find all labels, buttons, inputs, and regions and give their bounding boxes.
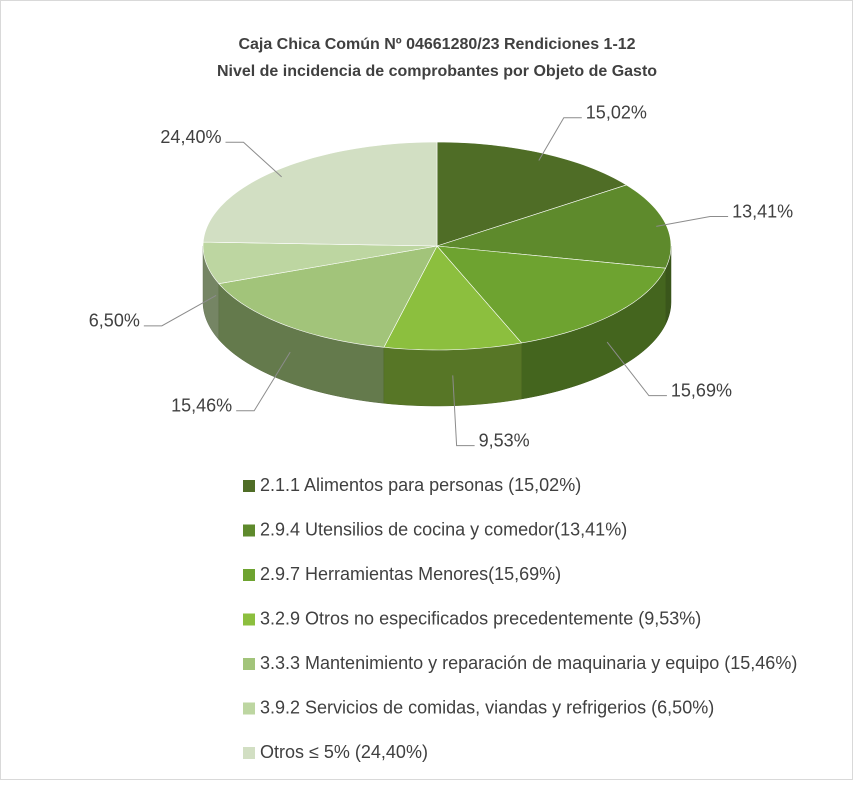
data-label: 9,53%	[479, 430, 530, 450]
chart-subtitle: Nivel de incidencia de comprobantes por …	[217, 63, 657, 80]
legend-swatch	[243, 658, 255, 670]
legend-label: 2.9.4 Utensilios de cocina y comedor(13,…	[260, 519, 627, 539]
legend-label: 2.9.7 Herramientas Menores(15,69%)	[260, 564, 561, 584]
leader-line	[538, 117, 582, 161]
legend-swatch	[243, 480, 255, 492]
pie-slice	[383, 245, 523, 351]
data-label: 15,02%	[586, 102, 647, 122]
chart-title: Caja Chica Común Nº 04661280/23 Rendicio…	[238, 36, 635, 53]
data-label: 15,46%	[171, 396, 232, 416]
legend-swatch	[243, 613, 255, 626]
data-label: 6,50%	[89, 311, 140, 331]
legend-swatch	[243, 747, 255, 759]
legend-label: 3.9.2 Servicios de comidas, viandas y re…	[260, 697, 714, 717]
legend-label: 3.2.9 Otros no especificados precedentem…	[260, 608, 701, 628]
leader-line	[236, 351, 291, 412]
leader-line	[606, 341, 667, 397]
pie-slice	[202, 241, 438, 284]
data-label: 15,69%	[671, 380, 732, 400]
legend-label: 3.3.3 Mantenimiento y reparación de maqu…	[260, 653, 797, 673]
leader-line	[452, 375, 475, 447]
legend-swatch	[243, 524, 255, 537]
legend-swatch	[243, 569, 255, 581]
legend-swatch	[243, 702, 255, 715]
data-label: 13,41%	[732, 201, 793, 221]
data-label: 24,40%	[160, 127, 221, 147]
pie-slice	[436, 245, 667, 344]
legend-label: Otros ≤ 5% (24,40%)	[260, 742, 428, 762]
legend-label: 2.1.1 Alimentos para personas (15,02%)	[260, 475, 581, 495]
pie-slice	[218, 245, 438, 348]
leader-line	[656, 216, 729, 227]
pie-side	[383, 342, 522, 407]
leader-line	[225, 141, 282, 178]
leader-line	[143, 295, 217, 327]
